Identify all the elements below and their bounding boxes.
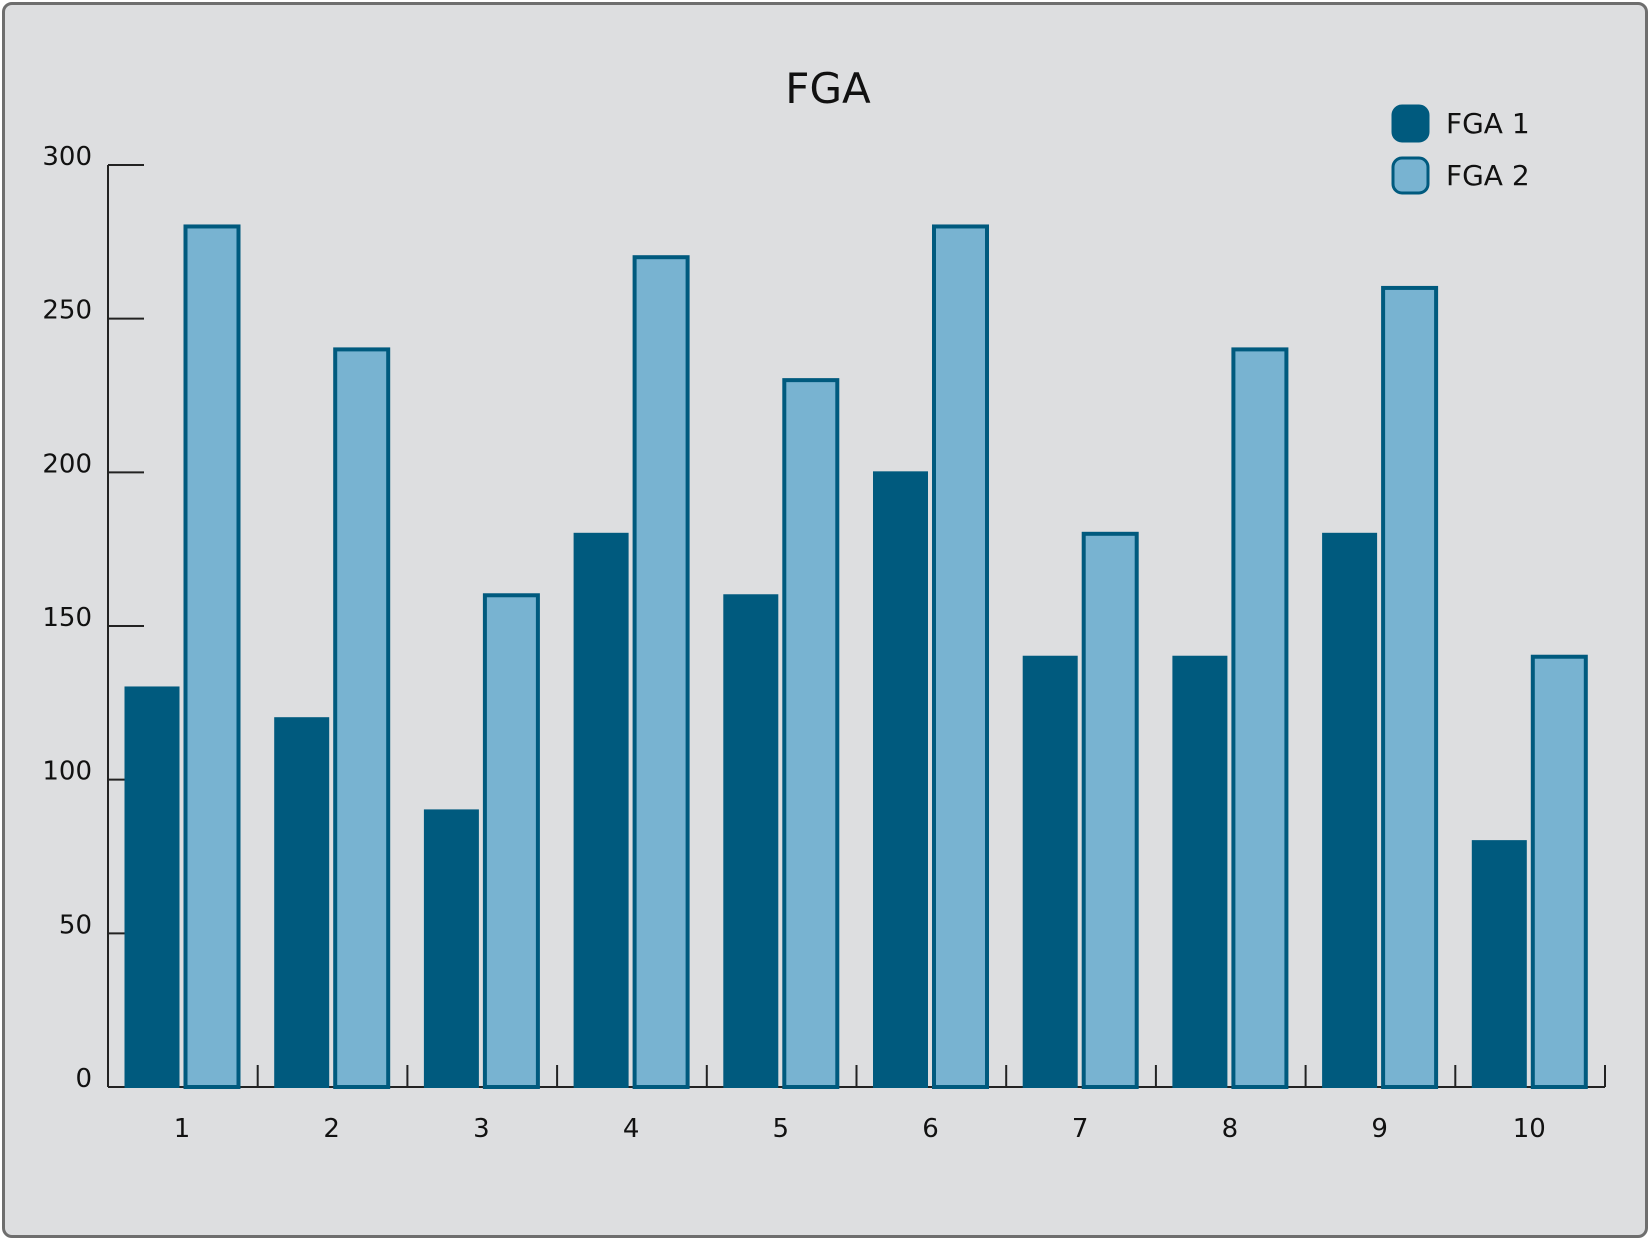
x-tick-label: 8 [1222, 1114, 1239, 1144]
y-tick-label: 100 [42, 757, 92, 787]
bar-2-cat-8 [1231, 347, 1289, 1089]
bar-2-cat-7 [1081, 531, 1139, 1089]
legend-label-2: FGA 2 [1446, 159, 1530, 192]
y-tick-label: 150 [42, 603, 92, 633]
bar-1-cat-2 [274, 717, 330, 1088]
bar-2-cat-6 [932, 224, 989, 1089]
x-tick-label: 1 [174, 1114, 191, 1144]
legend-label-1: FGA 1 [1446, 107, 1530, 140]
bar-1-cat-5 [723, 594, 779, 1088]
chart-title: FGA [785, 64, 871, 113]
x-tick-label: 4 [623, 1114, 640, 1144]
bar-1-cat-8 [1172, 655, 1228, 1088]
y-tick-label: 200 [42, 449, 92, 479]
bar-1-cat-7 [1022, 655, 1078, 1088]
bar-2-cat-10 [1530, 654, 1588, 1089]
bar-2-cat-1 [183, 224, 241, 1089]
bar-1-cat-3 [423, 809, 479, 1089]
bar-2-cat-9 [1381, 285, 1439, 1089]
x-tick-label: 10 [1513, 1114, 1546, 1144]
bar-1-cat-4 [573, 532, 629, 1088]
bar-1-cat-1 [124, 686, 180, 1088]
bar-2-cat-3 [482, 593, 540, 1089]
y-tick-label: 50 [59, 910, 92, 940]
x-tick-label: 5 [773, 1114, 790, 1144]
x-tick-label: 2 [323, 1114, 340, 1144]
x-tick-label: 9 [1371, 1114, 1388, 1144]
bars [124, 224, 1588, 1089]
legend-swatch-2 [1391, 156, 1430, 195]
bar-2-cat-5 [782, 378, 840, 1089]
bar-1-cat-6 [873, 471, 928, 1089]
bar-2-cat-2 [333, 347, 391, 1089]
legend: FGA 1 FGA 2 [1391, 104, 1530, 195]
y-tick-label: 0 [75, 1064, 92, 1094]
x-tick-label: 7 [1072, 1114, 1089, 1144]
legend-swatch-1 [1391, 104, 1430, 143]
x-tick-label: 3 [473, 1114, 490, 1144]
y-tick-label: 300 [42, 142, 92, 172]
bar-1-cat-9 [1322, 532, 1378, 1088]
x-tick-label: 6 [922, 1114, 939, 1144]
bar-1-cat-10 [1471, 840, 1527, 1089]
y-tick-label: 250 [42, 296, 92, 326]
bar-2-cat-4 [632, 255, 690, 1089]
